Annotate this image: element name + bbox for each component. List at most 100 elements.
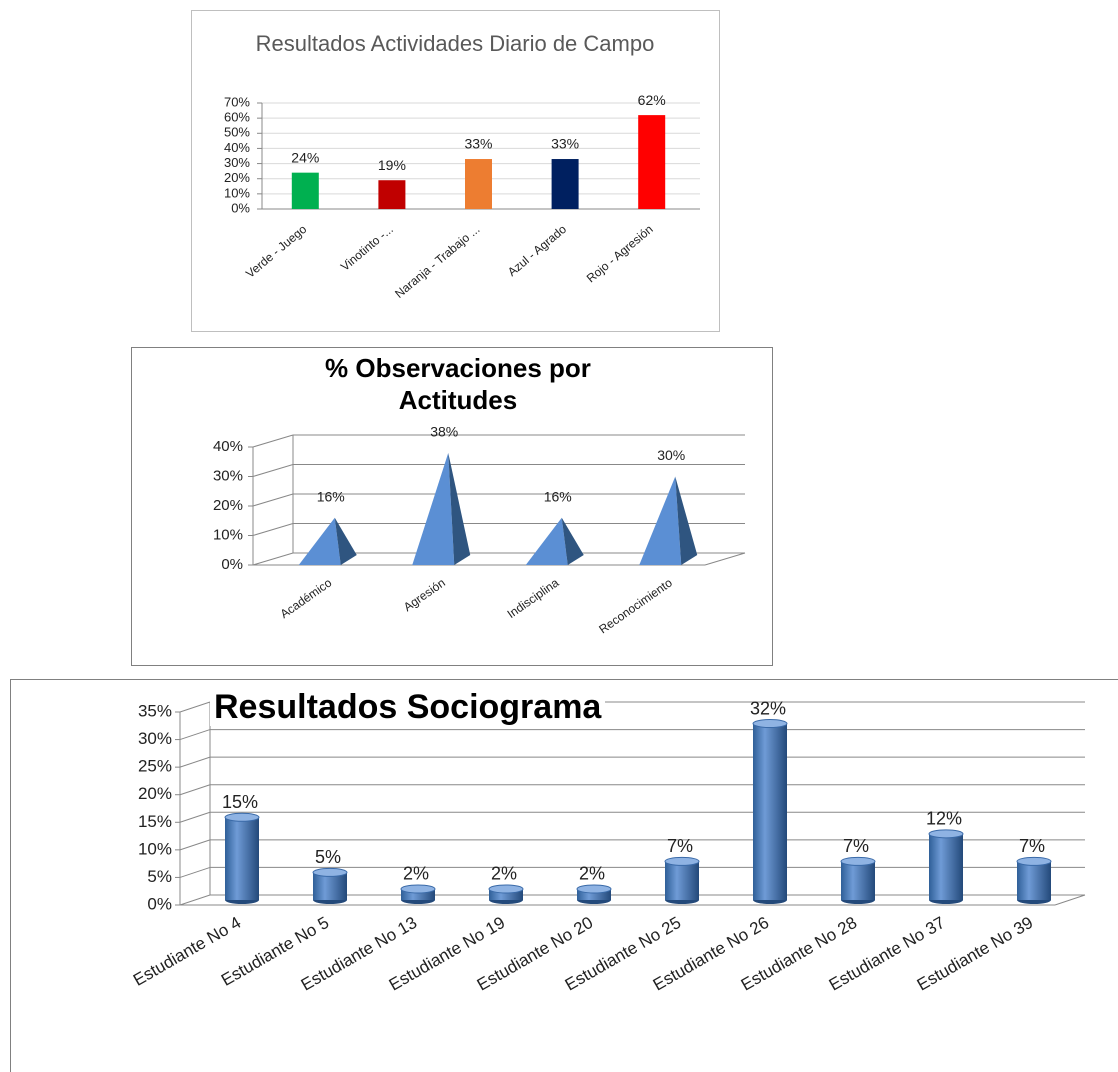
cylinder bbox=[753, 723, 787, 900]
cylinder-top bbox=[928, 829, 964, 839]
value-label: 7% bbox=[1019, 836, 1045, 856]
chart-title: Resultados Actividades Diario de Campo bbox=[255, 31, 655, 56]
cylinder bbox=[489, 888, 523, 900]
y-tick-label: 10% bbox=[224, 185, 250, 200]
x-tick-label: Naranja - Trabajo ... bbox=[392, 222, 482, 301]
y-tick-label: 0% bbox=[231, 200, 250, 215]
pyramid bbox=[298, 517, 341, 565]
x-tick-label: Académico bbox=[278, 575, 335, 621]
cylinder-top bbox=[312, 867, 348, 877]
y-tick-label: 30% bbox=[213, 467, 243, 484]
x-tick-label: Indisciplina bbox=[505, 575, 562, 621]
value-label: 19% bbox=[378, 157, 406, 173]
value-label: 30% bbox=[657, 447, 685, 463]
y-tick-label: 40% bbox=[224, 140, 250, 155]
grid-line bbox=[179, 701, 211, 713]
bar bbox=[551, 159, 579, 209]
grid-line bbox=[179, 894, 211, 906]
y-tick-label: 15% bbox=[138, 812, 172, 831]
grid-line bbox=[179, 756, 211, 768]
y-tick-label: 25% bbox=[138, 757, 172, 776]
y-tick-label: 5% bbox=[147, 867, 172, 886]
x-tick-label: Vinotinto -... bbox=[338, 222, 396, 274]
cylinder bbox=[401, 888, 435, 900]
y-tick-label: 0% bbox=[221, 556, 243, 573]
x-tick-label: Reconocimiento bbox=[596, 575, 675, 636]
floor-edge bbox=[704, 552, 746, 566]
value-label: 16% bbox=[544, 489, 572, 505]
y-tick-label: 70% bbox=[224, 94, 250, 109]
pyramid bbox=[525, 517, 568, 565]
value-label: 15% bbox=[222, 792, 258, 812]
value-label: 62% bbox=[638, 92, 666, 108]
pyramid-side bbox=[561, 517, 584, 565]
y-tick-label: 60% bbox=[224, 110, 250, 125]
grid-line bbox=[252, 552, 294, 566]
x-tick-label: Rojo - Agresión bbox=[584, 222, 656, 285]
grid-line bbox=[252, 464, 294, 477]
chart-title: Resultados Sociograma bbox=[210, 688, 606, 726]
y-tick-label: 30% bbox=[224, 155, 250, 170]
x-tick-label: Agresión bbox=[401, 576, 448, 615]
bar bbox=[291, 172, 319, 209]
floor-edge bbox=[1054, 894, 1086, 906]
pyramid-side bbox=[675, 476, 698, 565]
x-tick-label: Azul - Agrado bbox=[505, 222, 569, 279]
grid-line bbox=[252, 434, 294, 448]
grid-line bbox=[179, 866, 211, 878]
y-tick-label: 30% bbox=[138, 729, 172, 748]
grid-line bbox=[179, 811, 211, 823]
grid-line bbox=[179, 729, 211, 741]
cylinder-top bbox=[664, 856, 700, 866]
grid-line bbox=[179, 839, 211, 851]
grid-line bbox=[252, 523, 294, 536]
pyramid-side bbox=[448, 452, 471, 565]
chart-title: % Observaciones por Actitudes bbox=[325, 353, 591, 415]
cylinder-top bbox=[1016, 856, 1052, 866]
y-tick-label: 35% bbox=[138, 701, 172, 720]
bar bbox=[638, 115, 666, 209]
grid-line bbox=[179, 784, 211, 796]
bar bbox=[378, 180, 406, 209]
cylinder-top bbox=[488, 884, 524, 894]
value-label: 24% bbox=[291, 149, 319, 165]
value-label: 38% bbox=[430, 424, 458, 440]
value-label: 2% bbox=[491, 864, 517, 884]
y-tick-label: 20% bbox=[138, 784, 172, 803]
cylinder-top bbox=[840, 856, 876, 866]
value-label: 12% bbox=[926, 809, 962, 829]
cylinder bbox=[841, 861, 875, 900]
cylinder-top bbox=[400, 884, 436, 894]
y-tick-label: 10% bbox=[138, 839, 172, 858]
y-tick-label: 0% bbox=[147, 894, 172, 913]
value-label: 16% bbox=[317, 489, 345, 505]
value-label: 2% bbox=[403, 864, 429, 884]
pyramid bbox=[639, 476, 682, 565]
y-tick-label: 50% bbox=[224, 125, 250, 140]
y-tick-label: 10% bbox=[213, 526, 243, 543]
cylinder bbox=[577, 888, 611, 900]
bar bbox=[465, 159, 492, 209]
value-label: 7% bbox=[667, 836, 693, 856]
cylinder bbox=[1017, 861, 1051, 900]
y-tick-label: 20% bbox=[213, 497, 243, 514]
cylinder bbox=[225, 817, 259, 900]
value-label: 5% bbox=[315, 847, 341, 867]
y-tick-label: 20% bbox=[224, 170, 250, 185]
pyramid bbox=[412, 452, 455, 565]
cylinder bbox=[665, 861, 699, 900]
value-label: 33% bbox=[464, 136, 492, 152]
chart-frame bbox=[191, 10, 720, 332]
pyramid-side bbox=[334, 517, 357, 565]
cylinder bbox=[313, 872, 347, 900]
cylinder-top bbox=[576, 884, 612, 894]
value-label: 2% bbox=[579, 864, 605, 884]
y-tick-label: 40% bbox=[213, 438, 243, 455]
cylinder-top bbox=[752, 719, 788, 729]
x-tick-label: Verde - Juego bbox=[243, 222, 309, 281]
value-label: 33% bbox=[551, 136, 579, 152]
cylinder-top bbox=[224, 812, 260, 822]
value-label: 32% bbox=[750, 698, 786, 718]
